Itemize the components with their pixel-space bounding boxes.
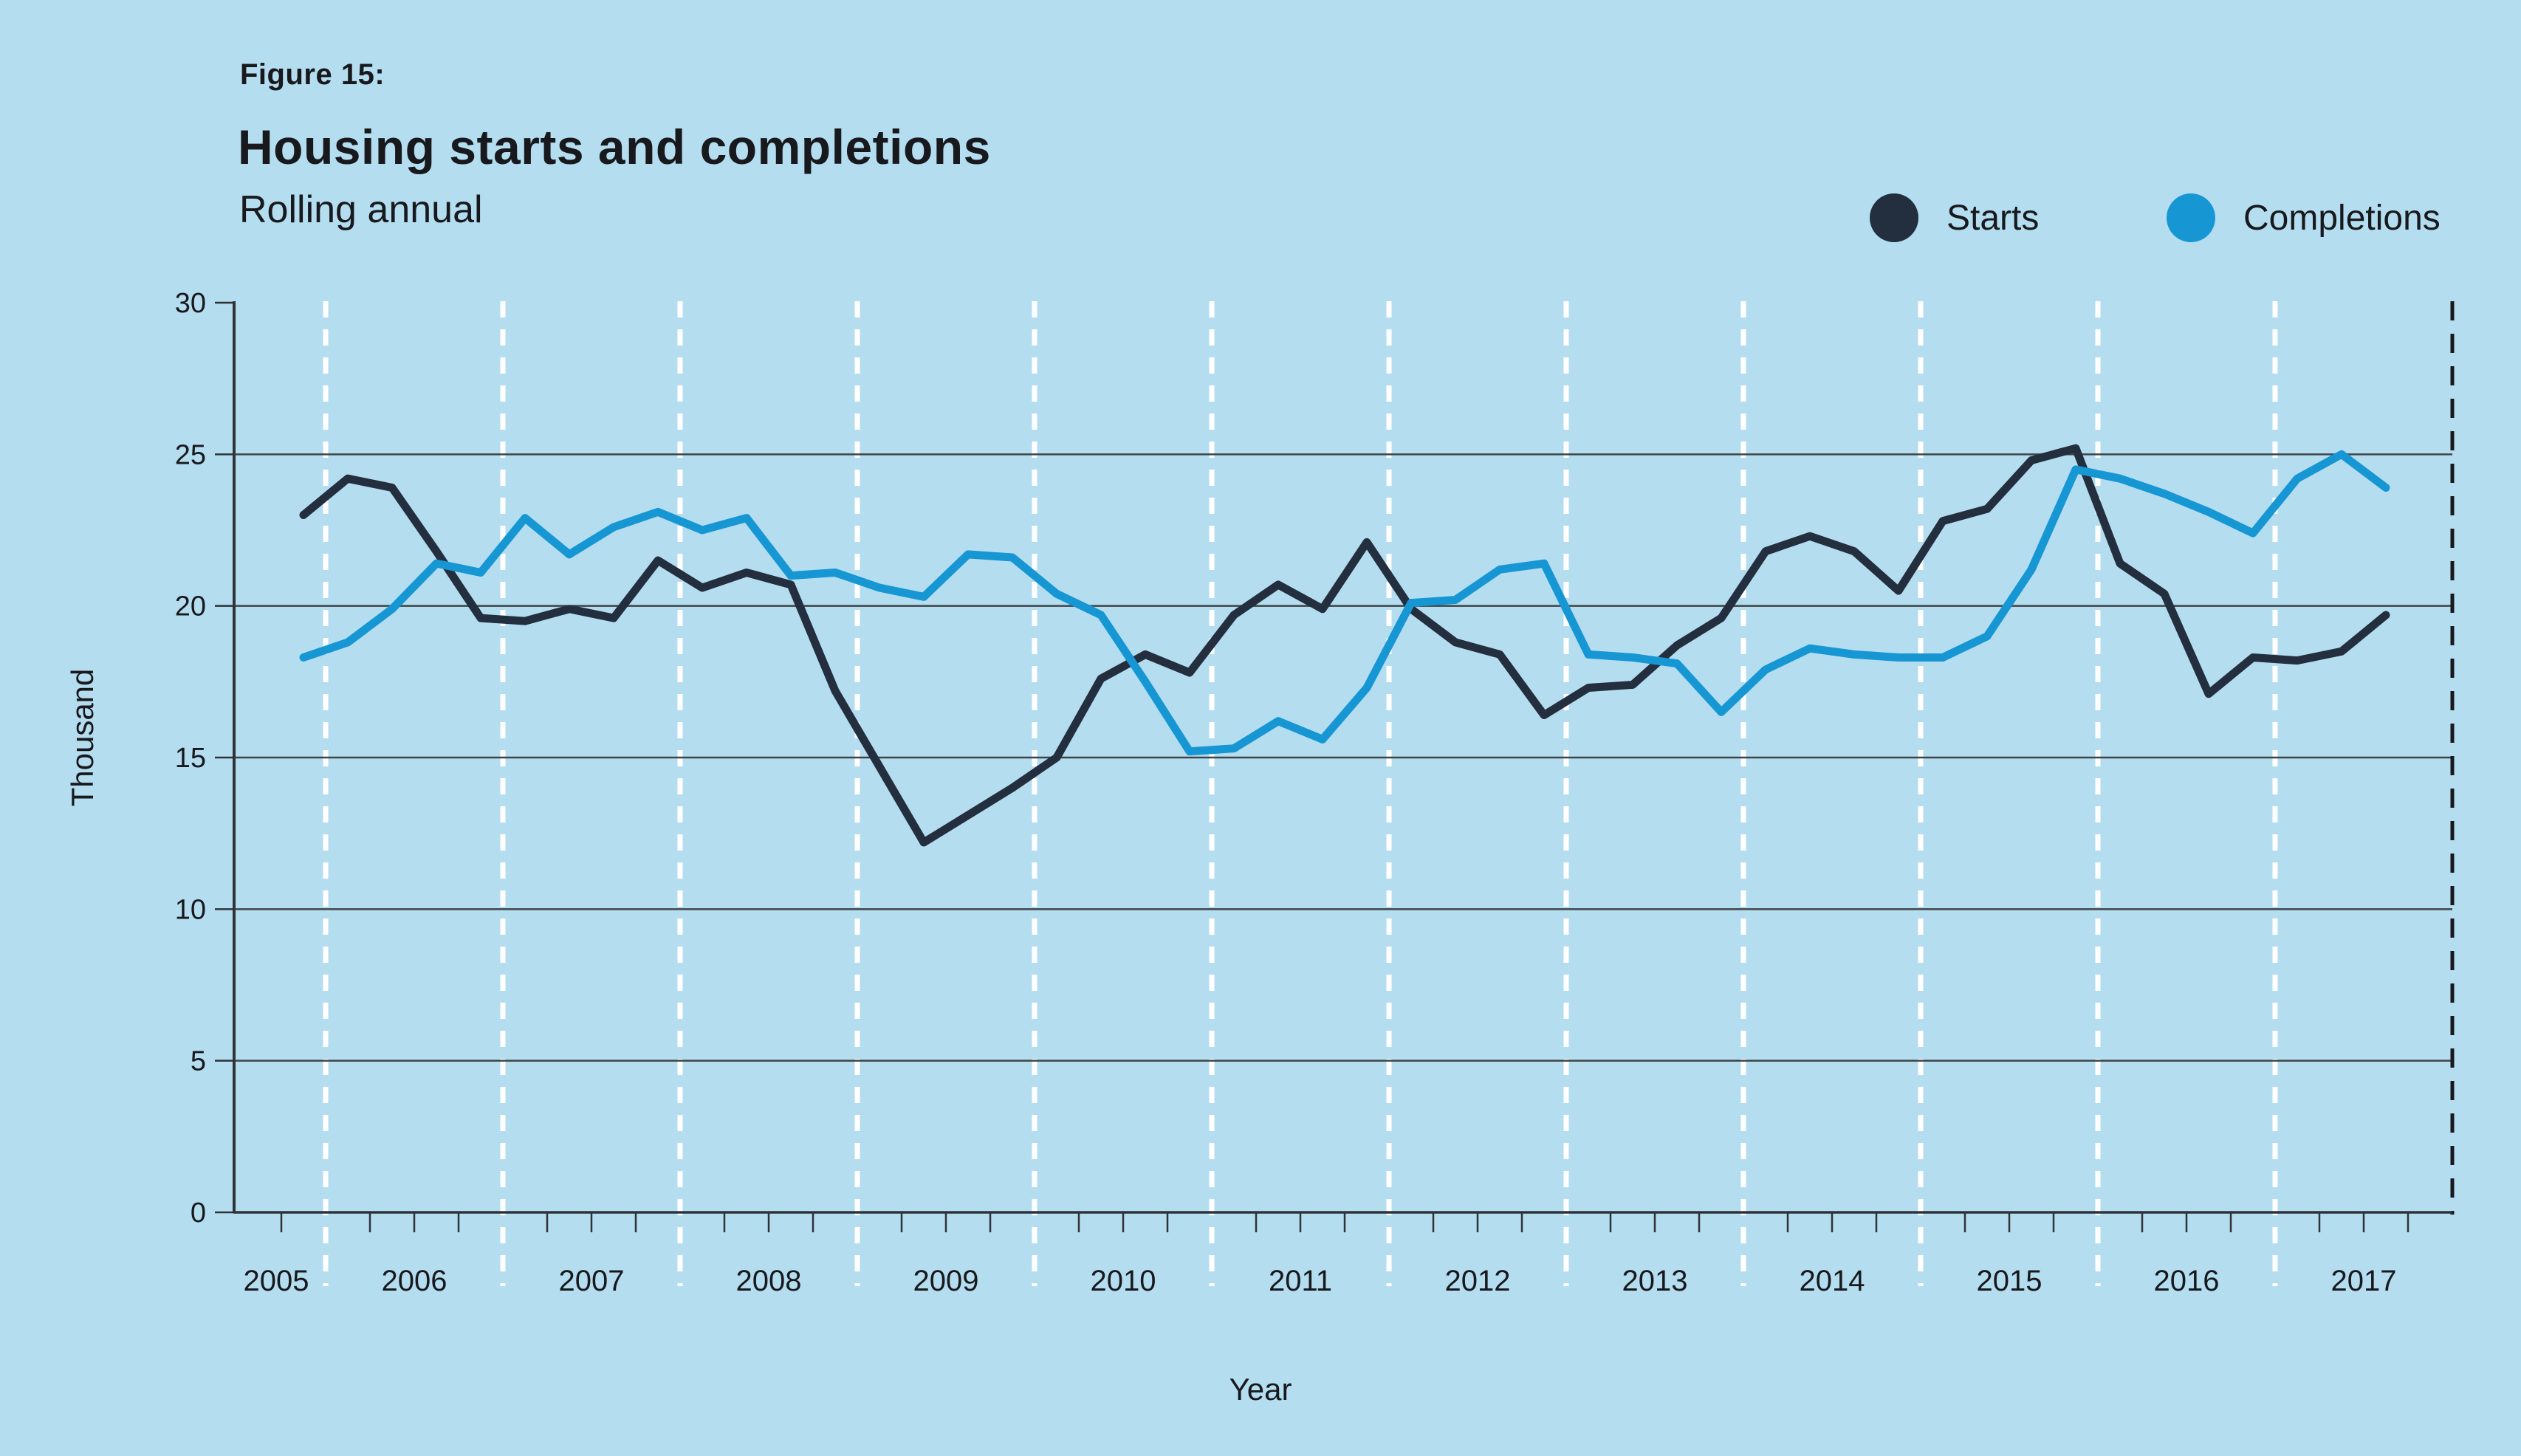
legend-item-starts: Starts <box>1870 193 2039 242</box>
x-year-label: 2007 <box>559 1265 625 1297</box>
x-year-label: 2006 <box>382 1265 447 1297</box>
x-year-label: 2008 <box>736 1265 802 1297</box>
starts-swatch-icon <box>1870 193 1918 242</box>
y-tick-label: 0 <box>191 1198 206 1229</box>
y-tick-label: 5 <box>191 1046 206 1077</box>
y-tick-label: 15 <box>175 743 206 774</box>
x-year-label: 2014 <box>1800 1265 1865 1297</box>
series-line-completions <box>299 450 2390 756</box>
y-tick-label: 30 <box>175 288 206 319</box>
x-year-label: 2005 <box>244 1265 309 1297</box>
x-year-label: 2011 <box>1269 1265 1332 1297</box>
chart-title: Housing starts and completions <box>238 120 991 174</box>
x-year-label: 2012 <box>1445 1265 1511 1297</box>
y-tick-label: 20 <box>175 591 206 622</box>
legend-label-completions: Completions <box>2243 198 2441 238</box>
figure-label: Figure 15: <box>240 58 385 91</box>
x-year-label: 2017 <box>2331 1265 2397 1297</box>
x-axis-title: Year <box>1229 1372 1292 1407</box>
completions-swatch-icon <box>2167 193 2215 242</box>
x-year-label: 2013 <box>1622 1265 1688 1297</box>
chart-subtitle: Rolling annual <box>239 188 483 231</box>
x-year-label: 2016 <box>2154 1265 2220 1297</box>
x-year-label: 2015 <box>1977 1265 2042 1297</box>
series-line-starts <box>299 444 2390 847</box>
legend-label-starts: Starts <box>1947 198 2040 238</box>
legend-item-completions: Completions <box>2167 193 2441 242</box>
x-year-label: 2009 <box>913 1265 979 1297</box>
y-tick-label: 25 <box>175 439 206 470</box>
y-tick-label: 10 <box>175 894 206 925</box>
x-year-label: 2010 <box>1091 1265 1156 1297</box>
